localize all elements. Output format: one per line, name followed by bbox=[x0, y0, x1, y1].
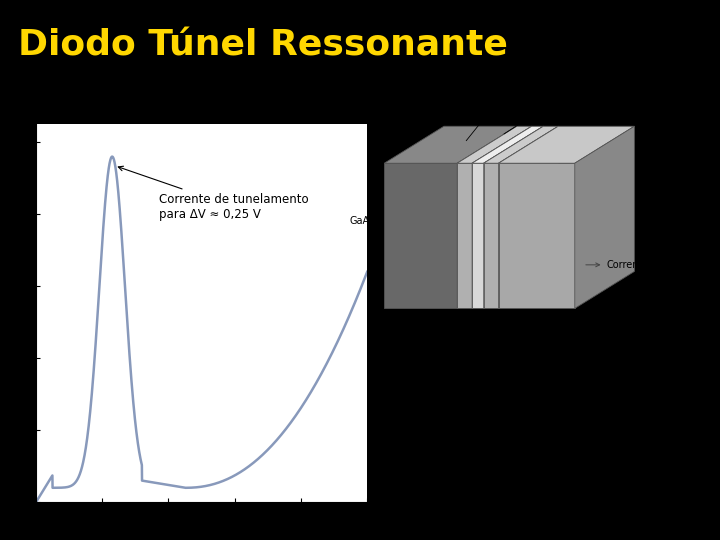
Text: Dados experimentais de uma
estrutura com uma camada de
4nm de GaAs entre duas
ba: Dados experimentais de uma estrutura com… bbox=[381, 341, 575, 408]
Text: GaAs: GaAs bbox=[646, 216, 671, 226]
Polygon shape bbox=[484, 126, 558, 163]
Text: GaAs: GaAs bbox=[349, 217, 374, 226]
Polygon shape bbox=[498, 126, 558, 308]
Polygon shape bbox=[472, 126, 544, 163]
Polygon shape bbox=[575, 126, 634, 308]
X-axis label: $\Delta V$ (V): $\Delta V$ (V) bbox=[179, 522, 224, 537]
Polygon shape bbox=[498, 126, 634, 163]
Text: Há uma faixa estreita de
voltagens próximas a 0,25V onde
a corrente aumenta em 1: Há uma faixa estreita de voltagens próxi… bbox=[381, 424, 593, 474]
Text: Corrente de tunelamento
para ΔV ≈ 0,25 V: Corrente de tunelamento para ΔV ≈ 0,25 V bbox=[118, 166, 308, 221]
Polygon shape bbox=[457, 126, 531, 163]
Polygon shape bbox=[457, 163, 472, 308]
Text: GaAs: GaAs bbox=[504, 106, 553, 134]
Text: Aplicação: Circuitos digitais de
computadores: Aplicação: Circuitos digitais de computa… bbox=[381, 504, 574, 536]
Polygon shape bbox=[472, 126, 531, 308]
Polygon shape bbox=[472, 163, 484, 308]
Y-axis label: $I$ ($\mu$A): $I$ ($\mu$A) bbox=[0, 294, 10, 333]
Polygon shape bbox=[498, 163, 575, 308]
Text: Diodo Túnel Ressonante: Diodo Túnel Ressonante bbox=[18, 29, 508, 63]
Polygon shape bbox=[484, 163, 498, 308]
Text: GaAlAs: GaAlAs bbox=[467, 106, 508, 141]
Polygon shape bbox=[384, 163, 457, 308]
Text: Corrente: Corrente bbox=[586, 260, 649, 270]
Polygon shape bbox=[484, 126, 544, 308]
Polygon shape bbox=[457, 126, 517, 308]
Polygon shape bbox=[384, 126, 517, 163]
